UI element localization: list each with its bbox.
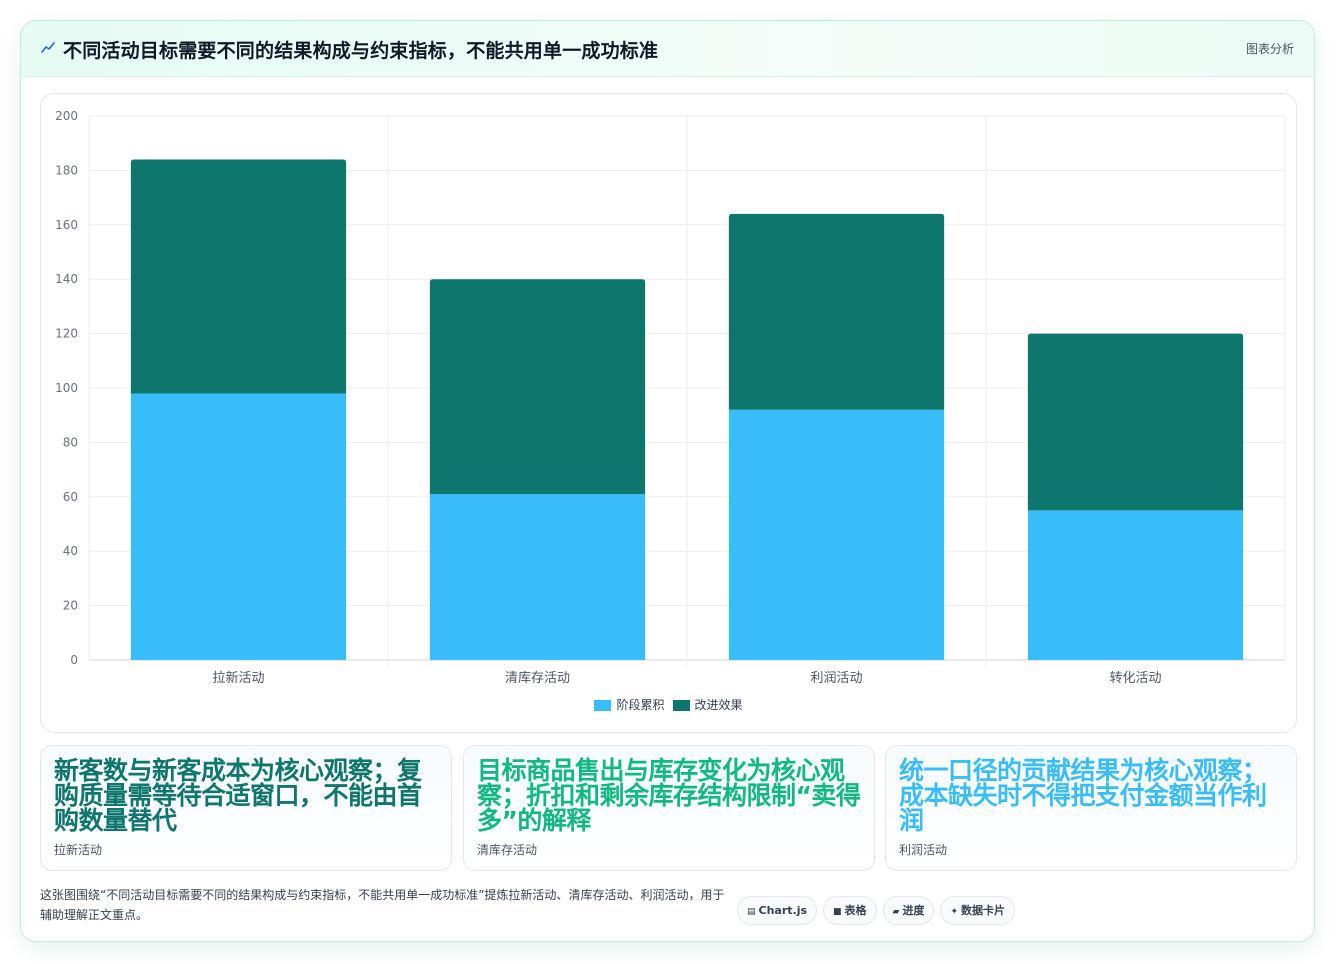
chart-card: 不同活动目标需要不同的结果构成与约束指标，不能共用单一成功标准 图表分析 0 20…	[20, 20, 1315, 942]
tool-chips: ▤ Chart.js ■ 表格 ▰ 进度 ✦ 数据卡片	[737, 896, 1021, 926]
note-category: 清库存活动	[477, 843, 538, 857]
note-headline: 目标商品售出与库存变化为核心观察；折扣和剩余库存结构限制“卖得多”的解释	[477, 756, 861, 835]
x-tick-label: 清库存活动	[505, 670, 570, 686]
y-tick-label: 160	[55, 218, 78, 232]
note-cards: 新客数与新客成本为核心观察；复购质量需等待合适窗口，不能由首购数量替代 拉新活动目…	[40, 745, 1297, 871]
y-tick-label: 60	[63, 490, 78, 504]
y-tick-label: 100	[55, 381, 78, 395]
trend-line-icon	[41, 42, 55, 53]
chart-description: 这张图围绕“不同活动目标需要不同的结果构成与约束指标，不能共用单一成功标准”提炼…	[40, 888, 725, 922]
note-card: 目标商品售出与库存变化为核心观察；折扣和剩余库存结构限制“卖得多”的解释清库存活…	[463, 745, 875, 871]
y-tick-label: 0	[70, 653, 78, 667]
bar-segment	[429, 279, 646, 495]
legend-entry[interactable]: 改进效果	[672, 696, 743, 713]
note-category: 拉新活动	[54, 843, 103, 857]
note-card: 新客数与新客成本为核心观察；复购质量需等待合适窗口，不能由首购数量替代拉新活动	[40, 745, 452, 871]
legend-entry[interactable]: 阶段累积	[594, 696, 665, 713]
x-tick-label: 拉新活动	[212, 670, 264, 686]
note-headline: 统一口径的贡献结果为核心观察；成本缺失时不得把支付金额当作利润	[899, 756, 1267, 835]
tool-chip[interactable]: ■ 表格	[823, 896, 877, 925]
page-title: 不同活动目标需要不同的结果构成与约束指标，不能共用单一成功标准	[63, 40, 659, 62]
bar-segment	[1027, 333, 1244, 511]
chip-icon: ✦	[950, 907, 959, 917]
bar-segment	[429, 494, 646, 660]
y-tick-label: 80	[63, 435, 78, 449]
x-tick-label: 利润活动	[810, 671, 862, 686]
legend-swatch	[672, 700, 690, 711]
chip-label: 进度	[902, 904, 925, 917]
chart-panel: 0 20 40 60 80 100 120 140 160 180 200 拉新活动 清库存活动 利润活动…	[40, 93, 1297, 733]
y-tick-label: 140	[55, 272, 78, 286]
tool-chip[interactable]: ✦ 数据卡片	[940, 896, 1016, 925]
chip-icon: ▤	[747, 907, 756, 917]
legend-label: 改进效果	[694, 698, 743, 712]
chip-label: 表格	[844, 904, 867, 917]
legend-label: 阶段累积	[616, 698, 665, 712]
x-tick-label: 转化活动	[1109, 671, 1161, 686]
legend-swatch	[594, 700, 612, 711]
bar-segment	[1027, 510, 1244, 660]
tool-chip[interactable]: ▰ 进度	[882, 896, 935, 925]
y-tick-label: 200	[55, 109, 78, 123]
bar-segment	[130, 393, 347, 660]
tool-chip[interactable]: ▤ Chart.js	[737, 896, 818, 925]
chip-icon: ■	[833, 907, 842, 917]
card-header: 不同活动目标需要不同的结果构成与约束指标，不能共用单一成功标准 图表分析	[21, 21, 1314, 77]
header-tag: 图表分析	[1245, 42, 1294, 56]
y-tick-label: 40	[63, 544, 78, 558]
note-headline: 新客数与新客成本为核心观察；复购质量需等待合适窗口，不能由首购数量替代	[54, 756, 422, 835]
stacked-bar-chart: 0 20 40 60 80 100 120 140 160 180 200 拉新活动 清库存活动 利润活动…	[55, 109, 1286, 686]
note-card: 统一口径的贡献结果为核心观察；成本缺失时不得把支付金额当作利润利润活动	[885, 745, 1297, 871]
y-tick-label: 120	[55, 327, 78, 341]
y-tick-label: 180	[55, 163, 78, 177]
chip-label: Chart.js	[758, 904, 808, 917]
chip-icon: ▰	[892, 907, 900, 917]
bar-segment	[728, 409, 945, 660]
bar-segment	[728, 213, 945, 410]
note-category: 利润活动	[899, 843, 948, 857]
chip-label: 数据卡片	[961, 904, 1006, 917]
y-tick-label: 20	[63, 599, 78, 613]
chart-legend: 阶段累积 改进效果	[41, 696, 1296, 713]
bar-segment	[130, 159, 347, 394]
